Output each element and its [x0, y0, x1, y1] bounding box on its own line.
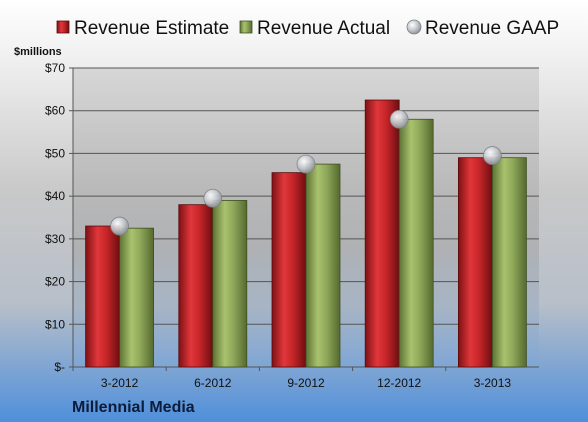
marker-revenue-gaap: [482, 146, 502, 165]
x-tick-label: 6-2012: [194, 376, 232, 390]
bar-revenue-actual: [119, 227, 154, 368]
marker-revenue-gaap: [389, 109, 409, 129]
y-tick-label: $30: [45, 232, 65, 246]
y-tick-label: $70: [45, 61, 65, 75]
marker-revenue-gaap: [110, 216, 129, 236]
legend-swatch: [406, 19, 422, 35]
legend-swatch: [239, 20, 253, 34]
legend: Revenue Estimate Revenue Actual Revenue GA…: [56, 18, 559, 39]
bar-revenue-estimate: [271, 172, 307, 368]
y-tick-label: $10: [45, 317, 65, 331]
y-tick-label: $60: [45, 104, 65, 118]
y-tick-label: $20: [45, 275, 65, 289]
bar-revenue-estimate: [85, 225, 120, 368]
legend-label: Revenue GAAP: [425, 18, 559, 39]
bar-revenue-estimate: [364, 99, 400, 368]
bar-revenue-estimate: [178, 204, 214, 368]
marker-revenue-gaap: [203, 188, 223, 208]
y-tick-label: $50: [45, 146, 65, 160]
x-tick-label: 12-2012: [377, 376, 421, 390]
y-tick-label: $-: [54, 360, 65, 374]
x-tick-label: 3-2013: [474, 376, 512, 390]
legend-swatch: [56, 20, 70, 34]
bar-revenue-actual: [398, 118, 434, 368]
x-tick-label: 3-2012: [101, 376, 139, 390]
bar-revenue-estimate: [457, 157, 493, 368]
y-axis-unit-label: $millions: [14, 46, 62, 58]
bar-revenue-actual: [212, 200, 248, 368]
y-tick-label: $40: [45, 189, 65, 203]
chart-title: Millennial Media: [72, 399, 195, 416]
bar-revenue-actual: [491, 157, 527, 368]
legend-label: Revenue Estimate: [74, 18, 229, 39]
marker-revenue-gaap: [296, 154, 316, 174]
x-tick-label: 9-2012: [287, 376, 325, 390]
bar-revenue-actual: [305, 163, 341, 368]
legend-label: Revenue Actual: [257, 18, 390, 39]
